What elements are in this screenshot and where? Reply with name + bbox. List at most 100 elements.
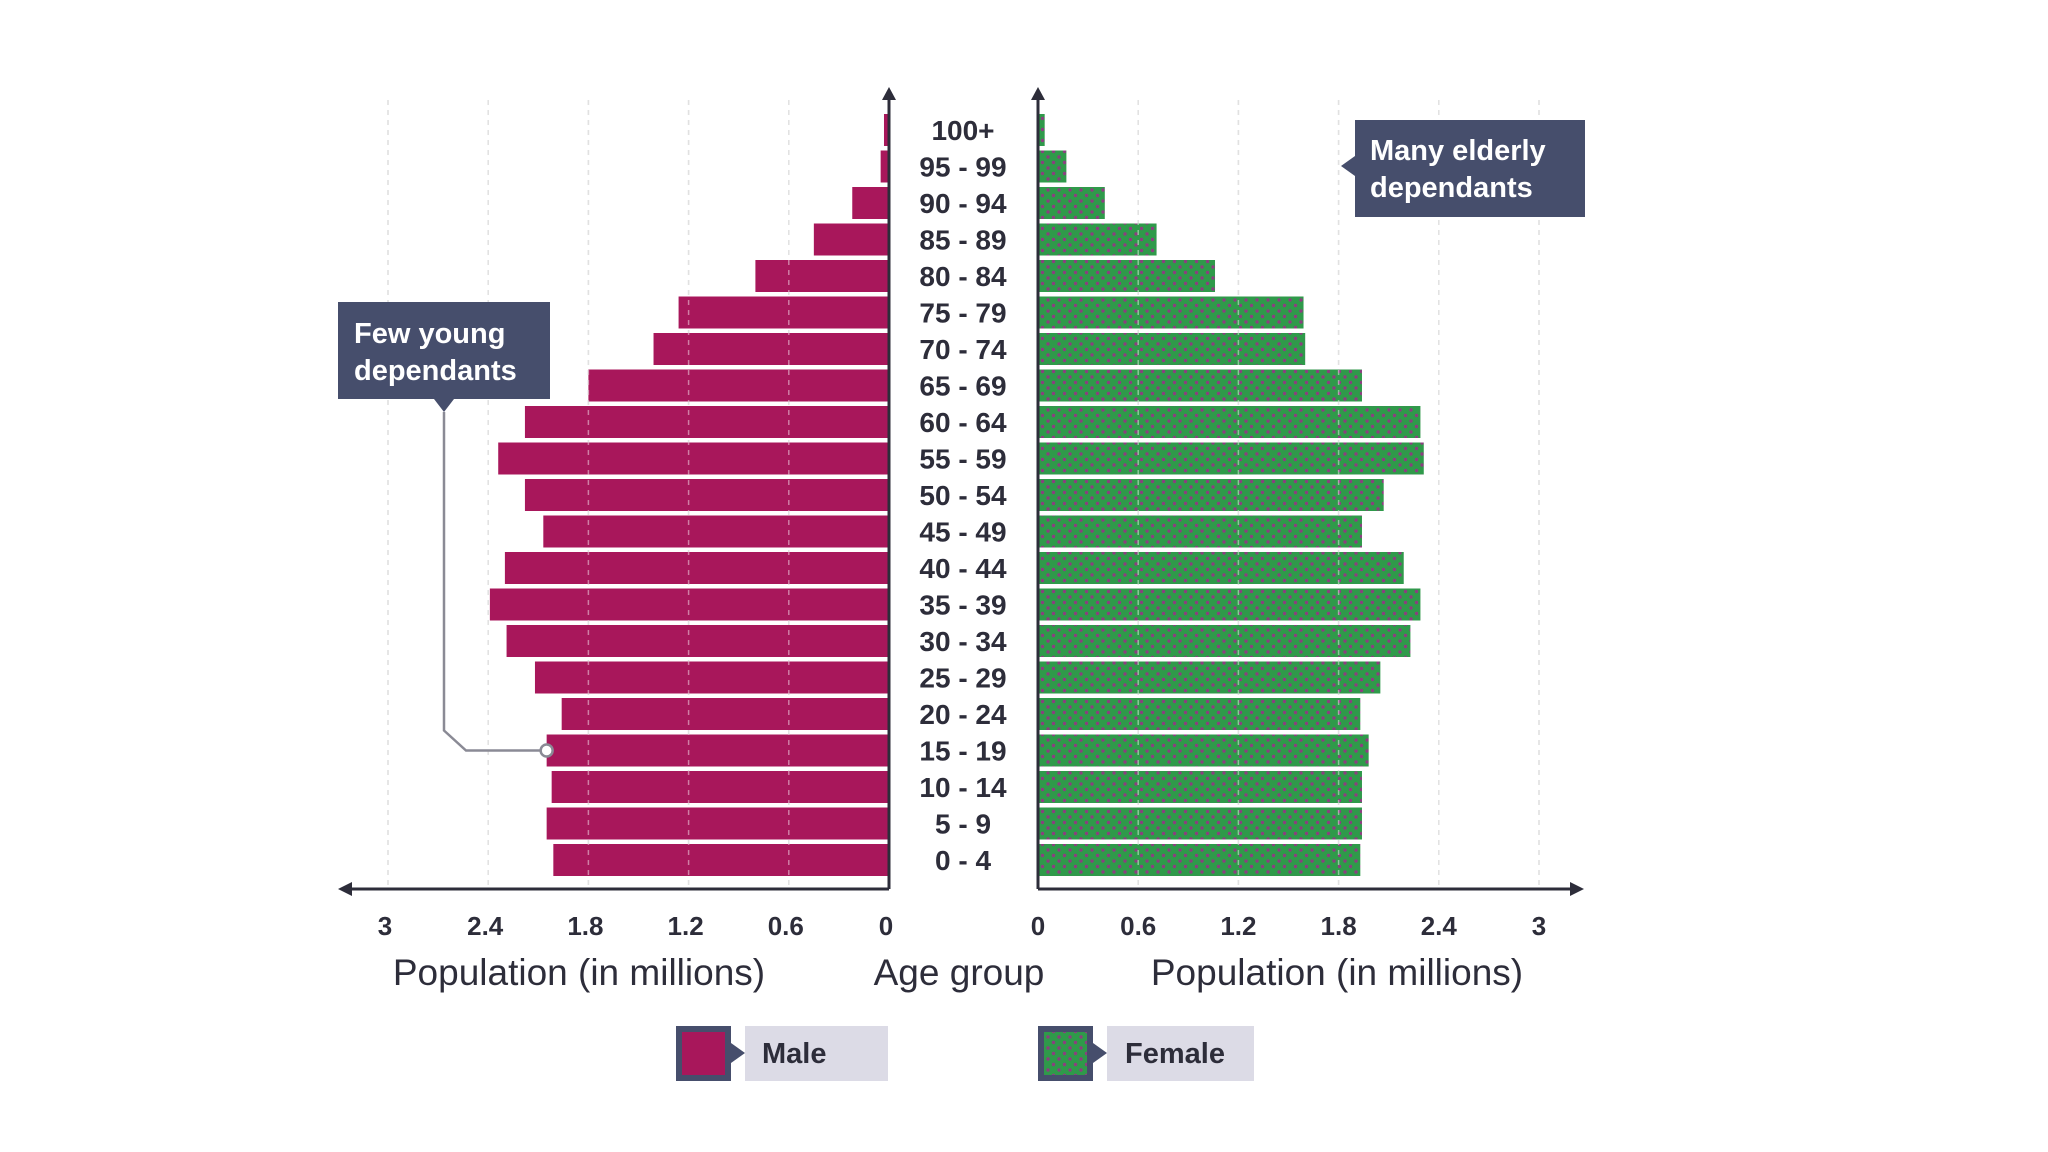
female-bar — [1038, 223, 1157, 256]
age-label: 30 - 34 — [919, 626, 1007, 657]
legend-male-swatch — [682, 1032, 725, 1075]
age-label: 45 - 49 — [919, 517, 1006, 548]
callout-young-leader — [442, 412, 547, 752]
male-bar — [546, 807, 889, 840]
male-x-axis-arrow — [338, 882, 352, 896]
legend-female-label-bg — [1107, 1026, 1254, 1081]
female-bar — [1038, 333, 1306, 365]
female-bar — [1038, 187, 1105, 219]
age-label: 0 - 4 — [935, 845, 991, 876]
age-label: 75 - 79 — [919, 298, 1006, 329]
female-bar — [1038, 369, 1362, 402]
age-axis-title: Age group — [874, 952, 1045, 993]
legend-female-label: Female — [1125, 1038, 1225, 1070]
male-x-tick-label: 3 — [378, 911, 392, 941]
male-bar — [553, 844, 889, 876]
legend: Male Female — [676, 1026, 1254, 1081]
female-bar — [1038, 406, 1421, 438]
male-bar — [504, 552, 889, 584]
male-bar — [588, 369, 889, 402]
female-bar — [1038, 807, 1362, 840]
female-x-tick-label: 3 — [1532, 911, 1546, 941]
male-bar — [653, 333, 889, 365]
female-bar — [1038, 698, 1361, 730]
female-x-axis-arrow — [1570, 882, 1584, 896]
age-label: 100+ — [931, 115, 994, 146]
female-bar — [1038, 442, 1424, 475]
female-x-axis-title: Population (in millions) — [1151, 952, 1523, 993]
female-bar — [1038, 479, 1384, 511]
age-label: 40 - 44 — [919, 553, 1007, 584]
male-bar — [498, 442, 889, 475]
male-bar — [852, 187, 889, 219]
male-bar — [546, 734, 889, 767]
female-bar — [1038, 771, 1362, 803]
male-bar — [534, 661, 889, 694]
age-label: 35 - 39 — [919, 590, 1006, 621]
female-x-tick-label: 1.2 — [1220, 911, 1256, 941]
age-label: 25 - 29 — [919, 663, 1006, 694]
callout-elderly-line1: Many elderly — [1370, 135, 1546, 167]
age-label: 65 - 69 — [919, 371, 1006, 402]
female-bar — [1038, 150, 1067, 183]
callout-young-box — [338, 302, 550, 399]
callout-elderly-line2: dependants — [1370, 172, 1533, 204]
male-bar — [880, 150, 889, 183]
age-label: 20 - 24 — [919, 699, 1007, 730]
male-bar — [561, 698, 889, 730]
female-bar — [1038, 844, 1361, 876]
callout-young-marker — [539, 743, 554, 758]
male-x-tick-label: 2.4 — [467, 911, 504, 941]
female-bar — [1038, 552, 1404, 584]
age-label: 55 - 59 — [919, 444, 1006, 475]
callout-young-line2: dependants — [354, 355, 517, 387]
female-x-tick-label: 0.6 — [1120, 911, 1156, 941]
female-bar — [1038, 625, 1411, 657]
male-x-tick-label: 0 — [879, 911, 893, 941]
age-label: 60 - 64 — [919, 407, 1007, 438]
male-bar — [813, 223, 889, 256]
callout-young-line1: Few young — [354, 318, 505, 350]
male-x-tick-label: 0.6 — [768, 911, 804, 941]
legend-male-label: Male — [762, 1038, 826, 1070]
callout-young-pointer — [434, 399, 454, 412]
female-x-tick-label: 1.8 — [1321, 911, 1357, 941]
bars — [489, 114, 1424, 876]
female-bar — [1038, 260, 1216, 292]
male-bar — [883, 114, 889, 146]
age-label: 85 - 89 — [919, 225, 1006, 256]
male-x-tick-label: 1.2 — [668, 911, 704, 941]
female-bar — [1038, 515, 1362, 548]
age-label: 15 - 19 — [919, 736, 1006, 767]
male-bar — [755, 260, 889, 292]
female-bar — [1038, 588, 1421, 621]
female-bar — [1038, 296, 1304, 329]
female-y-axis-arrow — [1031, 87, 1045, 100]
age-label: 50 - 54 — [919, 480, 1007, 511]
male-y-axis-arrow — [882, 87, 896, 100]
age-label: 95 - 99 — [919, 152, 1006, 183]
female-x-tick-label: 0 — [1031, 911, 1045, 941]
male-bar — [551, 771, 889, 803]
female-bar — [1038, 114, 1045, 146]
age-label: 10 - 14 — [919, 772, 1007, 803]
female-bar — [1038, 661, 1381, 694]
male-bar — [524, 406, 889, 438]
legend-female-pointer — [1093, 1043, 1107, 1063]
female-x-tick-label: 2.4 — [1421, 911, 1458, 941]
callout-elderly-box — [1355, 120, 1585, 217]
male-x-tick-label: 1.8 — [567, 911, 603, 941]
male-bar — [506, 625, 889, 657]
legend-female-swatch — [1044, 1032, 1087, 1075]
axes — [338, 87, 1584, 896]
male-bar — [543, 515, 889, 548]
legend-male-label-bg — [745, 1026, 888, 1081]
male-bar — [524, 479, 889, 511]
male-bar — [678, 296, 889, 329]
callouts: Few young dependants Many elderly dependant… — [338, 120, 1585, 758]
legend-male-pointer — [731, 1043, 745, 1063]
male-x-axis-title: Population (in millions) — [393, 952, 765, 993]
female-bar — [1038, 734, 1369, 767]
